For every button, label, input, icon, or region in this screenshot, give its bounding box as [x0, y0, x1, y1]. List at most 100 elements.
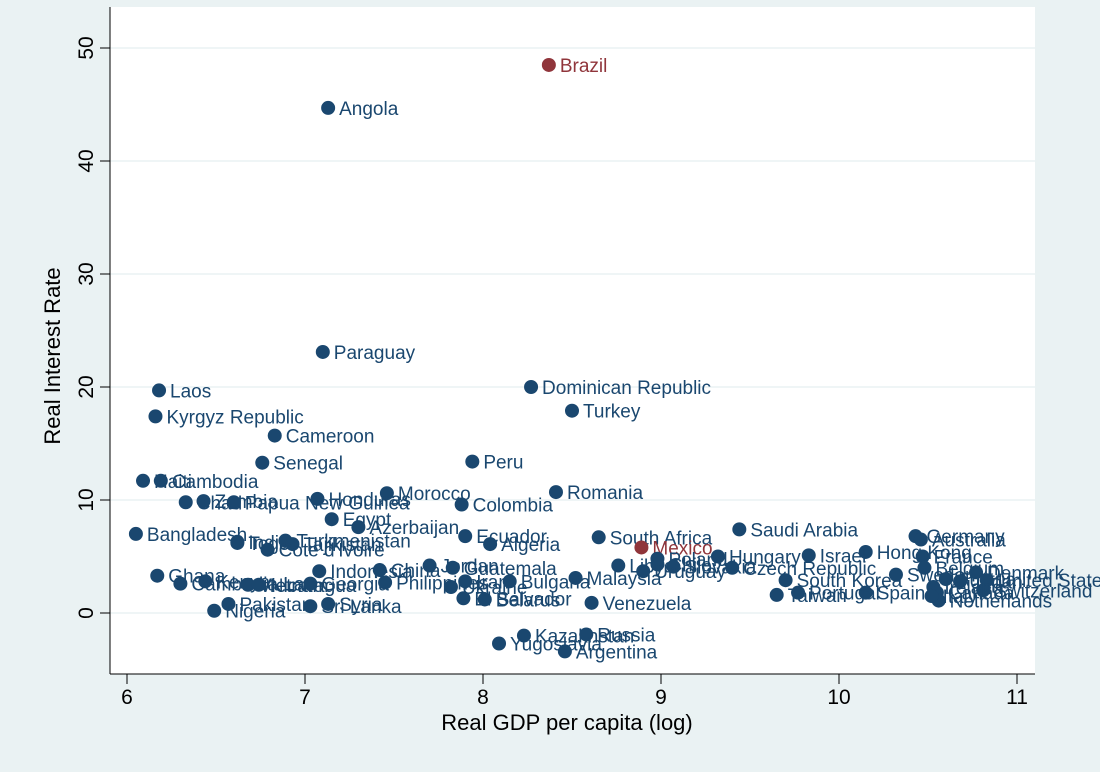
- point-label: United States: [998, 571, 1100, 592]
- scatter-point: [321, 596, 336, 611]
- point-label: Yugoslavia: [510, 635, 602, 656]
- scatter-point: [443, 580, 458, 595]
- point-label: Syria: [339, 595, 383, 616]
- point-label: Malaysia: [587, 569, 662, 590]
- point-label: Cameroon: [286, 427, 375, 448]
- scatter-point: [791, 585, 806, 600]
- scatter-point: [502, 574, 517, 589]
- point-label: Papua New Guinea: [245, 493, 410, 514]
- point-label: Paraguay: [334, 343, 416, 364]
- point-label: Nigeria: [225, 602, 286, 623]
- scatter-point: [136, 473, 151, 488]
- y-tick-label: 10: [75, 488, 98, 511]
- x-tick-label: 8: [477, 686, 489, 709]
- scatter-point: [465, 454, 480, 469]
- point-label: Guatemala: [464, 559, 557, 580]
- point-label: Czech Republic: [743, 559, 876, 580]
- point-label: Laos: [170, 381, 211, 402]
- scatter-point: [917, 560, 932, 575]
- scatter-point: [858, 585, 873, 600]
- point-label: Bangladesh: [147, 525, 247, 546]
- point-label: Slovakia: [684, 558, 756, 579]
- scatter-point: [477, 592, 492, 607]
- point-label: Australia: [932, 531, 1006, 552]
- point-label: Cambodia: [172, 472, 259, 493]
- scatter-point: [241, 577, 256, 592]
- point-label: China: [391, 561, 441, 582]
- point-label: Pakistan: [239, 595, 312, 616]
- scatter-point: [458, 574, 473, 589]
- plot-area: [110, 7, 1035, 674]
- point-label: Tajikistan: [304, 535, 382, 556]
- point-label: Ireland: [944, 578, 1002, 599]
- scatter-point: [778, 573, 793, 588]
- scatter-point: [310, 491, 325, 506]
- point-label: Taiwan: [788, 586, 847, 607]
- scatter-point: [915, 549, 930, 564]
- point-label: Bulgaria: [521, 572, 591, 593]
- scatter-point: [255, 455, 270, 470]
- scatter-point: [303, 599, 318, 614]
- scatter-point: [666, 559, 681, 574]
- scatter-point: [769, 587, 784, 602]
- scatter-point: [541, 57, 556, 72]
- scatter-point: [888, 567, 903, 582]
- scatter-point: [221, 596, 236, 611]
- scatter-point: [372, 563, 387, 578]
- y-axis-label: Real Interest Rate: [40, 267, 65, 444]
- scatter-point: [178, 495, 193, 510]
- y-tick-label: 0: [75, 607, 98, 619]
- point-label: Mexico: [652, 538, 712, 559]
- gridlines: [110, 47, 1035, 614]
- point-label: Peru: [483, 453, 523, 474]
- point-label: Georgia: [321, 575, 389, 596]
- scatter-point: [321, 100, 336, 115]
- point-label: Algeria: [501, 535, 561, 556]
- x-axis-label: Real GDP per capita (log): [441, 710, 693, 735]
- point-label: Portugal: [809, 584, 880, 605]
- scatter-point: [483, 537, 498, 552]
- scatter-point: [611, 558, 626, 573]
- point-label: Turkmenistan: [296, 532, 410, 553]
- scatter-point: [456, 591, 471, 606]
- point-label: Iran: [476, 572, 509, 593]
- point-label: Argentina: [576, 642, 658, 663]
- scatter-point: [913, 532, 928, 547]
- point-label: Honduras: [328, 490, 410, 511]
- scatter-point: [324, 512, 339, 527]
- y-tick-label: 20: [75, 375, 98, 398]
- scatter-point: [924, 589, 939, 604]
- x-tick-label: 10: [827, 686, 850, 709]
- scatter-point: [976, 583, 991, 598]
- scatter-point: [579, 627, 594, 642]
- y-tick-label: 40: [75, 149, 98, 172]
- point-label: Indonesia: [330, 562, 413, 583]
- scatter-point: [226, 495, 241, 510]
- scatter-point: [524, 380, 539, 394]
- scatter-point: [516, 628, 531, 643]
- scatter-point: [650, 551, 665, 566]
- scatter-point: [196, 494, 211, 509]
- point-label: Denmark: [987, 563, 1065, 584]
- scatter-point: [207, 603, 222, 618]
- point-label: Chile: [668, 555, 711, 576]
- point-label: Brazil: [560, 56, 608, 77]
- scatter-point: [548, 485, 563, 500]
- x-tick-label: 6: [121, 686, 133, 709]
- point-label: Dominican Republic: [542, 378, 711, 399]
- scatter-point: [557, 644, 572, 659]
- scatter-point: [150, 568, 165, 583]
- scatter-point: [454, 497, 469, 512]
- scatter-point: [230, 535, 245, 550]
- x-tick-label: 11: [1006, 686, 1028, 709]
- point-label: Israel: [820, 546, 866, 567]
- scatter-point: [801, 548, 816, 563]
- scatter-point: [128, 526, 143, 541]
- scatter-point: [351, 520, 366, 535]
- y-tick-label: 50: [75, 36, 98, 59]
- scatter-point: [153, 473, 168, 488]
- scatter-point: [634, 540, 649, 555]
- scatter-point: [938, 572, 953, 587]
- scatter-point: [969, 565, 984, 580]
